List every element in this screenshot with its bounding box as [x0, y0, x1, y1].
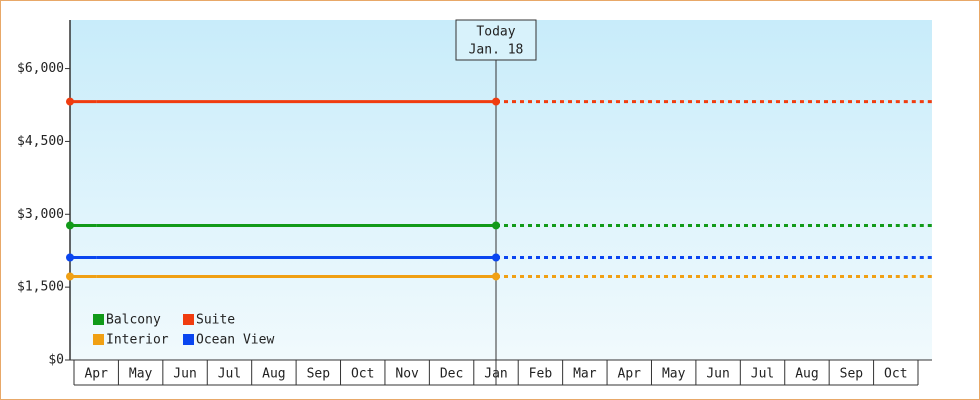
x-tick-label: Oct	[351, 367, 374, 382]
legend-swatch	[93, 334, 104, 345]
legend-swatch	[183, 314, 194, 325]
y-tick-label: $6,000	[17, 61, 64, 76]
point	[66, 272, 74, 281]
point	[492, 97, 500, 106]
x-tick-label: Jul	[751, 367, 774, 382]
x-tick-label: Sep	[840, 367, 864, 382]
legend-swatch	[183, 334, 194, 345]
x-tick-label: Nov	[395, 367, 419, 382]
x-tick-label: Jul	[218, 367, 241, 382]
x-tick-label: Apr	[84, 367, 108, 382]
y-tick-label: $1,500	[17, 280, 64, 295]
annotation-date: Jan. 18	[469, 43, 524, 58]
plot-area	[70, 20, 932, 360]
x-tick-label: Jun	[173, 367, 196, 382]
point	[66, 253, 74, 262]
legend-label: Suite	[196, 313, 235, 328]
x-tick-label: Dec	[440, 367, 463, 382]
x-tick-label: Apr	[618, 367, 642, 382]
x-tick-label: Aug	[795, 367, 818, 382]
point	[492, 253, 500, 262]
legend-label: Ocean View	[196, 333, 274, 348]
y-tick-label: $0	[48, 353, 64, 368]
y-tick-label: $4,500	[17, 134, 64, 149]
annotation-box	[455, 19, 537, 61]
x-tick-label: Aug	[262, 367, 285, 382]
x-tick-label: May	[662, 367, 686, 382]
x-tick-label: Oct	[884, 367, 907, 382]
x-tick-label: May	[129, 367, 153, 382]
x-tick-label: Feb	[529, 367, 553, 382]
legend-swatch	[93, 314, 104, 325]
point	[492, 272, 500, 281]
legend-label: Balcony	[106, 313, 161, 328]
point	[66, 221, 74, 230]
y-tick-label: $3,000	[17, 207, 64, 222]
x-tick-label: Mar	[573, 367, 597, 382]
x-tick-label: Jun	[706, 367, 729, 382]
point	[492, 221, 500, 230]
annotation-label: Today	[476, 25, 515, 40]
x-tick-label: Sep	[307, 367, 331, 382]
point	[66, 97, 74, 106]
legend-label: Interior	[106, 333, 169, 348]
